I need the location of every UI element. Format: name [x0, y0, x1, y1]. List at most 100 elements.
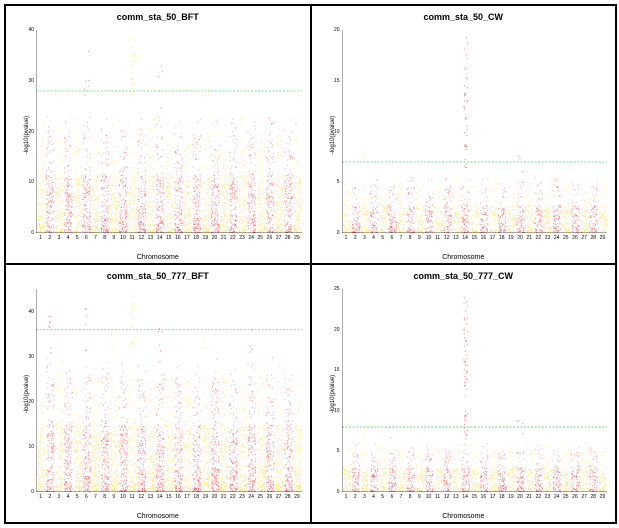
- x-tick: 2: [48, 235, 51, 241]
- x-tick: 1: [39, 494, 42, 500]
- x-tick: 13: [148, 494, 154, 500]
- y-tick: 30: [28, 78, 34, 84]
- x-ticks: 1234567891011121314151617181920212223242…: [342, 494, 608, 506]
- x-tick: 16: [481, 494, 487, 500]
- x-tick: 21: [221, 235, 227, 241]
- x-tick: 6: [85, 494, 88, 500]
- x-tick: 17: [184, 235, 190, 241]
- x-tick: 5: [381, 494, 384, 500]
- x-tick: 22: [536, 494, 542, 500]
- x-tick: 7: [94, 494, 97, 500]
- x-tick: 2: [48, 494, 51, 500]
- x-tick: 29: [600, 494, 606, 500]
- x-tick: 27: [581, 494, 587, 500]
- x-tick: 28: [590, 235, 596, 241]
- x-tick: 19: [203, 494, 209, 500]
- x-tick: 10: [426, 235, 432, 241]
- x-tick: 26: [572, 494, 578, 500]
- x-tick: 8: [409, 494, 412, 500]
- x-tick: 20: [212, 494, 218, 500]
- panel-title: comm_sta_50_777_BFT: [6, 271, 310, 281]
- manhattan-plot: [342, 30, 608, 233]
- y-tick: 5: [337, 448, 340, 454]
- y-ticks: 010203040: [20, 289, 34, 492]
- x-tick: 23: [545, 494, 551, 500]
- x-tick: 1: [39, 235, 42, 241]
- x-tick: 25: [258, 235, 264, 241]
- x-tick: 17: [490, 235, 496, 241]
- x-tick: 28: [590, 494, 596, 500]
- panel-title: comm_sta_50_BFT: [6, 12, 310, 22]
- x-tick: 29: [294, 494, 300, 500]
- y-ticks: 0510152025: [326, 289, 340, 492]
- y-tick: 20: [334, 27, 340, 33]
- x-tick: 21: [526, 235, 532, 241]
- x-tick: 9: [418, 494, 421, 500]
- y-tick: 5: [337, 179, 340, 185]
- x-tick: 4: [67, 235, 70, 241]
- x-tick: 19: [508, 494, 514, 500]
- x-tick: 15: [471, 494, 477, 500]
- x-tick: 24: [554, 235, 560, 241]
- y-tick: 10: [334, 408, 340, 414]
- y-tick: 25: [334, 286, 340, 292]
- x-tick: 4: [372, 494, 375, 500]
- x-tick: 11: [130, 235, 135, 241]
- x-tick: 15: [471, 235, 477, 241]
- x-tick: 8: [103, 235, 106, 241]
- y-tick: 30: [28, 354, 34, 360]
- x-tick: 23: [545, 235, 551, 241]
- x-tick: 12: [444, 235, 450, 241]
- x-tick: 7: [400, 235, 403, 241]
- x-tick: 5: [76, 494, 79, 500]
- y-tick: 10: [334, 129, 340, 135]
- x-tick: 24: [554, 494, 560, 500]
- y-ticks: 05101520: [326, 30, 340, 233]
- x-tick: 16: [481, 235, 487, 241]
- x-tick: 6: [390, 235, 393, 241]
- x-tick: 4: [372, 235, 375, 241]
- x-tick: 6: [390, 494, 393, 500]
- x-tick: 15: [166, 235, 172, 241]
- x-tick: 3: [363, 235, 366, 241]
- x-tick: 7: [400, 494, 403, 500]
- x-tick: 24: [248, 494, 254, 500]
- y-tick: 10: [28, 444, 34, 450]
- x-tick: 1: [345, 494, 348, 500]
- x-axis-label: Chromosome: [6, 254, 310, 261]
- x-tick: 24: [248, 235, 254, 241]
- x-tick: 10: [120, 235, 126, 241]
- y-tick: 40: [28, 27, 34, 33]
- y-tick: 20: [334, 327, 340, 333]
- x-ticks: 1234567891011121314151617181920212223242…: [36, 235, 302, 247]
- x-tick: 9: [112, 235, 115, 241]
- x-tick: 10: [426, 494, 432, 500]
- x-tick: 12: [444, 494, 450, 500]
- y-tick: 0: [31, 230, 34, 236]
- panel-title: comm_sta_50_CW: [312, 12, 616, 22]
- y-tick: 0: [31, 489, 34, 495]
- x-tick: 25: [563, 235, 569, 241]
- manhattan-plot: [36, 30, 302, 233]
- y-tick: 20: [28, 399, 34, 405]
- x-tick: 16: [175, 235, 181, 241]
- x-tick: 12: [139, 494, 145, 500]
- x-ticks: 1234567891011121314151617181920212223242…: [36, 494, 302, 506]
- x-tick: 18: [193, 235, 199, 241]
- x-tick: 19: [203, 235, 209, 241]
- manhattan-plot: [36, 289, 302, 492]
- y-ticks: 010203040: [20, 30, 34, 233]
- y-tick: 0: [337, 489, 340, 495]
- x-tick: 13: [148, 235, 154, 241]
- x-tick: 9: [112, 494, 115, 500]
- panel-title: comm_sta_50_777_CW: [312, 271, 616, 281]
- panel-bl: comm_sta_50_777_BFT-log10(pvalue)1234567…: [5, 264, 311, 523]
- x-tick: 14: [462, 235, 468, 241]
- x-tick: 26: [267, 494, 273, 500]
- x-tick: 26: [572, 235, 578, 241]
- x-tick: 22: [230, 235, 236, 241]
- x-tick: 6: [85, 235, 88, 241]
- panel-br: comm_sta_50_777_CW-log10(pvalue)12345678…: [311, 264, 617, 523]
- x-tick: 23: [239, 494, 245, 500]
- x-tick: 20: [517, 494, 523, 500]
